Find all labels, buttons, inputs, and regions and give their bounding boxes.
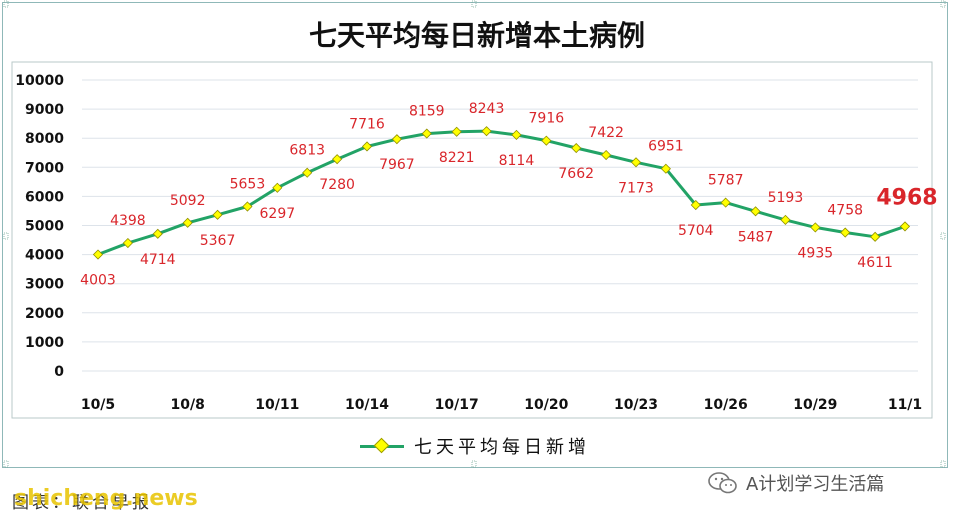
data-point <box>750 206 761 217</box>
data-point <box>630 157 642 168</box>
y-tick-label: 10000 <box>15 73 64 89</box>
data-point <box>481 126 492 137</box>
watermark: shicheng.news <box>14 486 198 511</box>
x-tick-label: 10/11 <box>255 397 299 413</box>
data-point <box>571 142 582 154</box>
data-label: 6813 <box>289 143 325 159</box>
data-point <box>92 249 104 260</box>
data-label: 8159 <box>409 104 445 120</box>
wechat-icon <box>708 472 737 494</box>
y-tick-label: 3000 <box>25 277 64 293</box>
data-label: 4398 <box>110 213 146 229</box>
data-point <box>451 126 462 137</box>
data-point <box>840 227 851 238</box>
data-point <box>690 199 701 211</box>
data-label: 7173 <box>618 180 654 196</box>
y-tick-label: 1000 <box>25 335 64 351</box>
resize-handle <box>471 0 477 8</box>
data-point <box>242 201 253 212</box>
resize-handle <box>471 460 477 468</box>
data-label: 4714 <box>140 252 176 268</box>
x-tick-label: 10/26 <box>704 397 748 413</box>
y-tick-label: 9000 <box>25 102 64 118</box>
x-tick-label: 10/29 <box>793 397 837 413</box>
legend-label: 七天平均每日新增 <box>414 437 590 458</box>
resize-handle <box>3 232 9 240</box>
data-point <box>541 135 552 146</box>
data-label: 5787 <box>708 173 744 189</box>
data-point <box>421 128 432 139</box>
data-label: 7280 <box>319 177 355 193</box>
x-tick-label: 10/14 <box>345 397 389 413</box>
data-point <box>660 163 671 174</box>
data-point <box>511 129 522 140</box>
data-label: 7916 <box>529 111 565 127</box>
data-point <box>122 237 133 249</box>
x-tick-label: 10/23 <box>614 397 658 413</box>
data-point <box>272 182 283 193</box>
source-caption: 图表：联合早报 <box>12 493 152 513</box>
x-tick-label: 10/8 <box>170 397 204 413</box>
resize-handle <box>940 232 946 240</box>
data-point <box>899 221 911 232</box>
plot-area-border <box>11 61 933 419</box>
chart-title: 七天平均每日新增本土病例 <box>308 19 645 52</box>
data-point <box>302 167 313 178</box>
y-tick-label: 4000 <box>25 248 64 264</box>
data-label: 4968 <box>876 185 937 210</box>
wechat-account-name: A计划学习生活篇 <box>746 474 885 495</box>
data-label: 7967 <box>379 157 415 173</box>
chart-frame <box>2 2 948 468</box>
data-label: 8243 <box>469 101 505 117</box>
data-point <box>391 134 402 145</box>
data-point <box>361 141 373 152</box>
data-point <box>601 149 612 161</box>
data-label: 7422 <box>588 125 624 141</box>
data-label: 5704 <box>678 223 714 239</box>
wechat-account: A计划学习生活篇 <box>708 470 884 496</box>
resize-handle <box>3 460 9 468</box>
data-point <box>870 231 881 242</box>
x-tick-label: 10/5 <box>81 397 115 413</box>
data-point <box>332 154 343 165</box>
data-label: 5487 <box>738 229 774 245</box>
resize-handle <box>940 460 946 468</box>
x-tick-label: 10/17 <box>435 397 479 413</box>
data-label: 8221 <box>439 150 475 166</box>
data-label: 6297 <box>260 206 296 222</box>
data-label: 7716 <box>349 116 385 132</box>
resize-handle <box>940 0 946 8</box>
data-label: 4003 <box>80 273 116 289</box>
resize-handle <box>3 0 9 8</box>
data-point <box>720 197 731 208</box>
data-label: 5367 <box>200 233 236 249</box>
x-tick-label: 11/1 <box>888 397 922 413</box>
y-tick-label: 8000 <box>25 131 64 147</box>
data-point <box>780 214 791 225</box>
data-label: 4935 <box>798 245 834 261</box>
series-line <box>97 129 906 256</box>
data-label: 6951 <box>648 139 684 155</box>
y-tick-label: 2000 <box>25 306 64 322</box>
legend-swatch <box>360 437 404 453</box>
data-label: 5653 <box>230 176 266 192</box>
chart-legend: 七天平均每日新增 <box>360 432 590 460</box>
data-point <box>182 217 193 228</box>
y-tick-label: 0 <box>54 364 64 380</box>
data-point <box>810 222 821 233</box>
data-label: 8114 <box>499 153 535 169</box>
data-point <box>152 228 163 239</box>
data-point <box>212 209 223 220</box>
y-tick-label: 7000 <box>25 160 64 176</box>
x-tick-label: 10/20 <box>524 397 568 413</box>
y-tick-label: 6000 <box>25 189 64 205</box>
data-label: 7662 <box>558 166 594 182</box>
data-label: 5092 <box>170 193 206 209</box>
data-label: 4758 <box>827 203 863 219</box>
y-tick-label: 5000 <box>25 219 64 235</box>
legend-marker <box>373 437 390 453</box>
data-label: 4611 <box>857 255 893 271</box>
data-label: 5193 <box>768 190 804 206</box>
